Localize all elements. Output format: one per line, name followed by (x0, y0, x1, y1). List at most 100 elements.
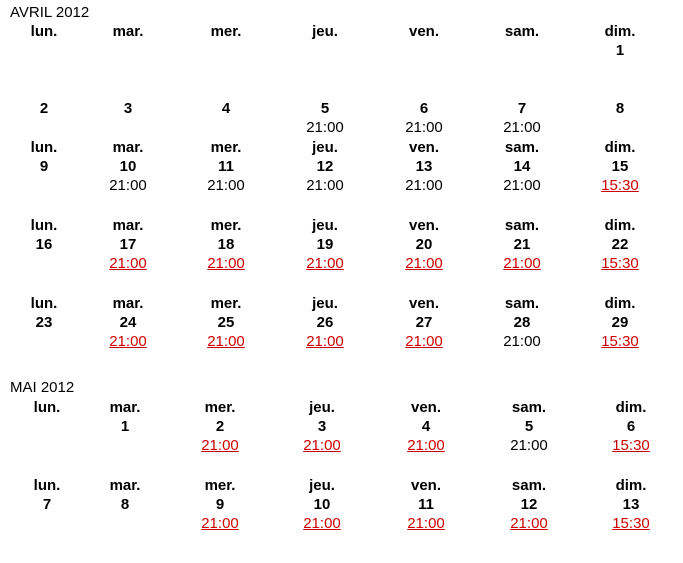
day-number (477, 41, 567, 60)
day-cell: ven. 27 21:00 (379, 294, 469, 352)
day-number: 7 (517, 100, 527, 117)
weekday-label (0, 80, 89, 99)
showtime-text (2, 436, 92, 456)
day-number: 26 (316, 314, 334, 331)
showtime-text (0, 254, 89, 274)
day-number: 5 (524, 418, 534, 435)
showtime-text (181, 118, 271, 138)
day-cell: dim. 29 15:30 (575, 294, 665, 352)
weekday-label: dim. (604, 295, 636, 312)
day-number (280, 41, 370, 60)
day-cell: sam. 12 21:00 (484, 476, 574, 534)
day-cell: ven. 4 21:00 (381, 398, 471, 456)
showtime-link[interactable]: 21:00 (306, 333, 344, 350)
day-cell: jeu. 26 21:00 (280, 294, 370, 352)
day-number: 17 (119, 236, 137, 253)
weekday-label: mer. (210, 217, 242, 234)
showtime-link[interactable]: 21:00 (405, 333, 443, 350)
weekday-label: lun. (30, 139, 58, 156)
day-number: 10 (119, 158, 137, 175)
showtime-link[interactable]: 21:00 (405, 255, 443, 272)
day-number: 16 (35, 236, 53, 253)
weekday-label: mar. (112, 139, 144, 156)
day-cell: mar. (83, 22, 173, 80)
showtime-link[interactable]: 21:00 (407, 515, 445, 532)
day-number: 6 (419, 100, 429, 117)
showtime-link[interactable]: 15:30 (601, 177, 639, 194)
day-cell: lun. 16 (0, 216, 89, 274)
day-cell: mar. 8 (80, 476, 170, 534)
day-cell: lun. 23 (0, 294, 89, 352)
day-cell: ven. (379, 22, 469, 80)
day-number (379, 41, 469, 60)
day-cell: jeu. 10 21:00 (277, 476, 367, 534)
day-cell: mer. (181, 22, 271, 80)
showtime-text (0, 118, 89, 138)
showtime-link[interactable]: 21:00 (303, 437, 341, 454)
showtime-link[interactable]: 21:00 (109, 333, 147, 350)
weekday-label: sam. (511, 477, 547, 494)
weekday-label: ven. (408, 23, 439, 40)
weekday-label: jeu. (312, 217, 338, 234)
day-number (181, 41, 271, 60)
day-number: 27 (415, 314, 433, 331)
weekday-label (181, 80, 271, 99)
showtime-link[interactable]: 21:00 (201, 437, 239, 454)
showtime-link[interactable]: 21:00 (207, 255, 245, 272)
showtime-link[interactable]: 21:00 (306, 255, 344, 272)
showtime-link[interactable]: 21:00 (201, 515, 239, 532)
showtime-text (379, 60, 469, 80)
day-cell: sam. 28 21:00 (477, 294, 567, 352)
showtime-link[interactable]: 21:00 (109, 255, 147, 272)
day-number: 13 (622, 496, 640, 513)
day-cell: lun. (2, 398, 92, 456)
weekday-label: dim. (604, 23, 636, 40)
showtime-text: 21:00 (405, 177, 443, 194)
showtime-text: 21:00 (306, 119, 344, 136)
showtime-link[interactable]: 15:30 (612, 515, 650, 532)
day-number: 9 (39, 158, 49, 175)
day-cell: dim. 15 15:30 (575, 138, 665, 196)
weekday-label: ven. (408, 217, 439, 234)
day-cell: 2 (0, 80, 89, 138)
weekday-label: sam. (504, 295, 540, 312)
weekday-label: jeu. (312, 295, 338, 312)
showtime-link[interactable]: 15:30 (601, 333, 639, 350)
day-number: 18 (217, 236, 235, 253)
day-number: 12 (520, 496, 538, 513)
weekday-label: dim. (604, 217, 636, 234)
day-number: 4 (421, 418, 431, 435)
day-number: 21 (513, 236, 531, 253)
day-number: 23 (35, 314, 53, 331)
day-number: 13 (415, 158, 433, 175)
showtime-text: 21:00 (510, 437, 548, 454)
weekday-label: dim. (604, 139, 636, 156)
showtime-text (575, 118, 665, 138)
weekday-label: mar. (112, 217, 144, 234)
showtime-link[interactable]: 21:00 (510, 515, 548, 532)
showtime-link[interactable]: 21:00 (407, 437, 445, 454)
day-cell: sam. 5 21:00 (484, 398, 574, 456)
showtime-link[interactable]: 21:00 (207, 333, 245, 350)
weekday-label: ven. (408, 295, 439, 312)
weekday-label: dim. (615, 477, 647, 494)
day-number: 15 (611, 158, 629, 175)
day-number: 8 (615, 100, 625, 117)
day-cell: sam. 14 21:00 (477, 138, 567, 196)
day-number: 11 (218, 158, 234, 175)
showtime-link[interactable]: 21:00 (503, 255, 541, 272)
day-cell: jeu. 19 21:00 (280, 216, 370, 274)
weekday-label: mar. (112, 23, 144, 40)
weekday-label: jeu. (312, 139, 338, 156)
weekday-label: dim. (615, 399, 647, 416)
day-cell: 8 (575, 80, 665, 138)
weekday-label: mar. (109, 477, 141, 494)
day-number: 8 (120, 496, 130, 513)
showtime-link[interactable]: 15:30 (601, 255, 639, 272)
day-cell: sam. (477, 22, 567, 80)
showtime-link[interactable]: 21:00 (303, 515, 341, 532)
day-cell: 4 (181, 80, 271, 138)
showtime-link[interactable]: 15:30 (612, 437, 650, 454)
day-cell: mer. 2 21:00 (175, 398, 265, 456)
showtime-text (2, 514, 92, 534)
